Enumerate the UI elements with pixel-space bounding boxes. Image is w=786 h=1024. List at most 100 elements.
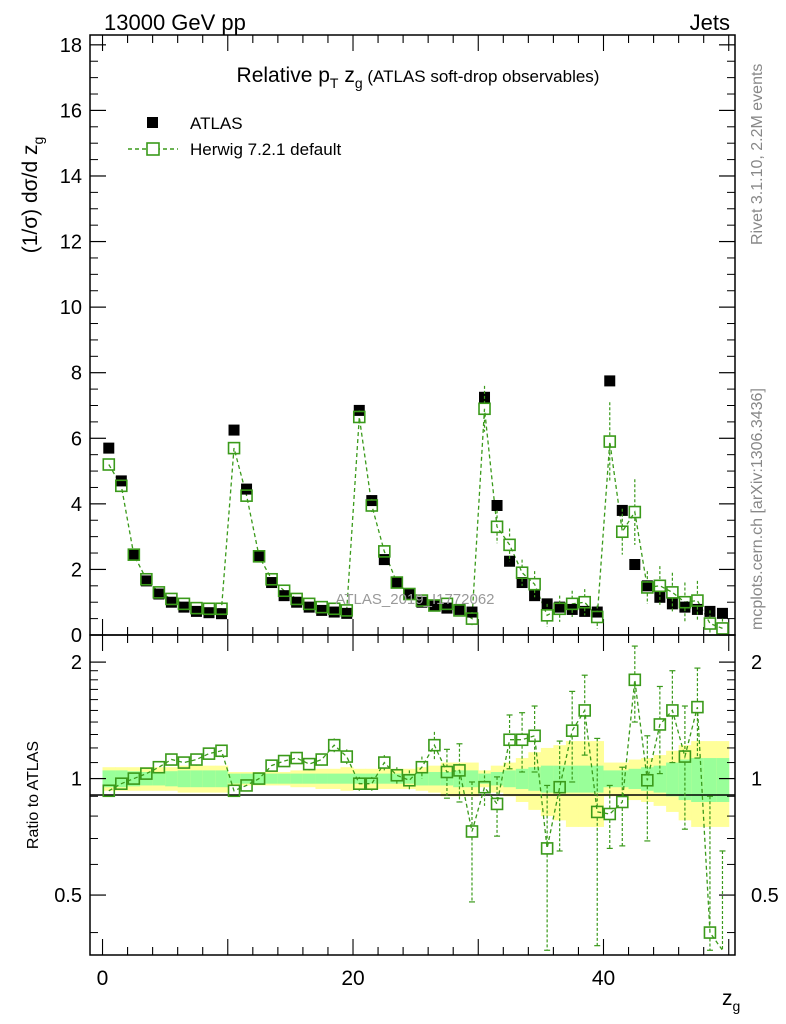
atlas-point: [378, 554, 390, 566]
ratio-point: [653, 718, 667, 731]
atlas-point: [629, 559, 641, 571]
herwig-point: [540, 609, 554, 622]
main-ytick-label: 2: [71, 559, 82, 581]
ratio-band-green: [340, 773, 354, 784]
ratio-band-green: [240, 773, 254, 784]
herwig-point: [428, 599, 441, 612]
ratio-point: [215, 744, 228, 758]
herwig-point: [152, 586, 166, 599]
ratio-point: [378, 756, 391, 769]
main-ytick-label: 12: [60, 232, 82, 254]
herwig-point: [190, 601, 203, 615]
ratio-point: [503, 733, 516, 747]
ratio-band-green: [190, 770, 204, 788]
herwig-point: [691, 594, 704, 607]
herwig-point: [678, 595, 692, 609]
ratio-ytick-label: 2: [71, 652, 82, 674]
atlas-point: [716, 607, 728, 619]
beam-label: 13000 GeV pp: [104, 10, 246, 35]
ratio-band-green: [277, 773, 291, 784]
ratio-band-green: [428, 771, 442, 786]
herwig-point: [603, 435, 617, 448]
ratio-point: [177, 756, 191, 769]
herwig-point: [177, 597, 191, 611]
atlas-point: [441, 602, 453, 614]
herwig-point: [227, 441, 241, 455]
herwig-point: [140, 572, 153, 586]
ratio-point: [603, 807, 617, 821]
ratio-band-green: [653, 765, 667, 793]
ratio-point: [115, 777, 128, 790]
ratio-band-green: [628, 768, 642, 789]
ratio-point: [277, 754, 291, 768]
herwig-point: [615, 525, 629, 539]
main-frame: [89, 34, 736, 636]
atlas-point: [316, 604, 328, 616]
atlas-point: [178, 601, 190, 613]
ratio-point: [302, 757, 316, 771]
xtick-label: 0: [97, 967, 109, 990]
ratio-point: [615, 795, 629, 809]
herwig-point: [641, 581, 654, 594]
atlas-point: [516, 577, 528, 589]
atlas-point: [241, 483, 253, 495]
ratio-band-green: [165, 771, 179, 787]
atlas-point: [604, 375, 616, 387]
ratio-band-green: [603, 770, 617, 788]
herwig-point: [277, 584, 291, 598]
ratio-panel: 0.5 0.51 12 20 20 40: [54, 634, 779, 990]
atlas-point: [190, 605, 202, 617]
ratio-point: [453, 764, 466, 777]
atlas-point: [428, 599, 440, 611]
atlas-point: [128, 549, 140, 561]
chart-title: Relative pT zg (ATLAS soft-drop observab…: [237, 64, 600, 91]
atlas-point: [554, 601, 566, 613]
atlas-point: [103, 442, 115, 454]
herwig-point: [352, 410, 366, 424]
main-ytick-label: 8: [71, 363, 82, 385]
herwig-point: [565, 597, 579, 611]
ratio-point: [352, 777, 366, 790]
main-ytick-label: 14: [60, 166, 82, 188]
herwig-point: [553, 602, 566, 616]
main-marks: [102, 375, 729, 635]
ratio-point: [252, 772, 266, 785]
herwig-point: [453, 604, 466, 617]
herwig-point: [165, 592, 178, 606]
ratio-point: [628, 673, 642, 687]
herwig-point: [528, 577, 541, 591]
main-ytick-label: 4: [71, 494, 82, 516]
ratio-point: [403, 773, 416, 787]
ratio-ytick-label-right: 1: [751, 769, 762, 791]
rivet-label: Rivet 3.1.10, 2.2M events: [749, 64, 766, 245]
ratio-point: [440, 765, 454, 779]
ratio-band-green: [403, 773, 417, 784]
atlas-point: [153, 588, 165, 600]
herwig-point: [315, 600, 328, 614]
ratio-point: [666, 704, 679, 717]
herwig-point: [378, 545, 391, 558]
ratio-point: [327, 738, 341, 752]
atlas-point: [303, 601, 315, 613]
herwig-point: [290, 592, 303, 606]
ratio-ytick-label: 1: [71, 769, 82, 791]
ratio-band-green: [503, 770, 517, 788]
ratio-frame: [89, 634, 736, 956]
herwig-point: [240, 489, 253, 502]
ratio-band-green: [578, 765, 592, 793]
main-ytick-label: 18: [60, 35, 82, 57]
main-panel: 0 2 4 6 8 10 12 14 16 18: [60, 34, 736, 647]
ratio-point: [490, 797, 504, 811]
ratio-point: [390, 768, 404, 782]
herwig-point: [465, 612, 479, 625]
xtick-label: 20: [341, 967, 364, 990]
main-ytick-label: 6: [71, 428, 82, 450]
atlas-point: [491, 499, 503, 511]
atlas-point: [165, 596, 177, 608]
ratio-point: [265, 759, 278, 772]
ratio-point: [165, 753, 178, 766]
ratio-band-green: [465, 770, 479, 788]
ratio-point: [227, 784, 241, 798]
ratio-point: [428, 738, 441, 752]
legend-herwig-marker: [146, 142, 160, 156]
